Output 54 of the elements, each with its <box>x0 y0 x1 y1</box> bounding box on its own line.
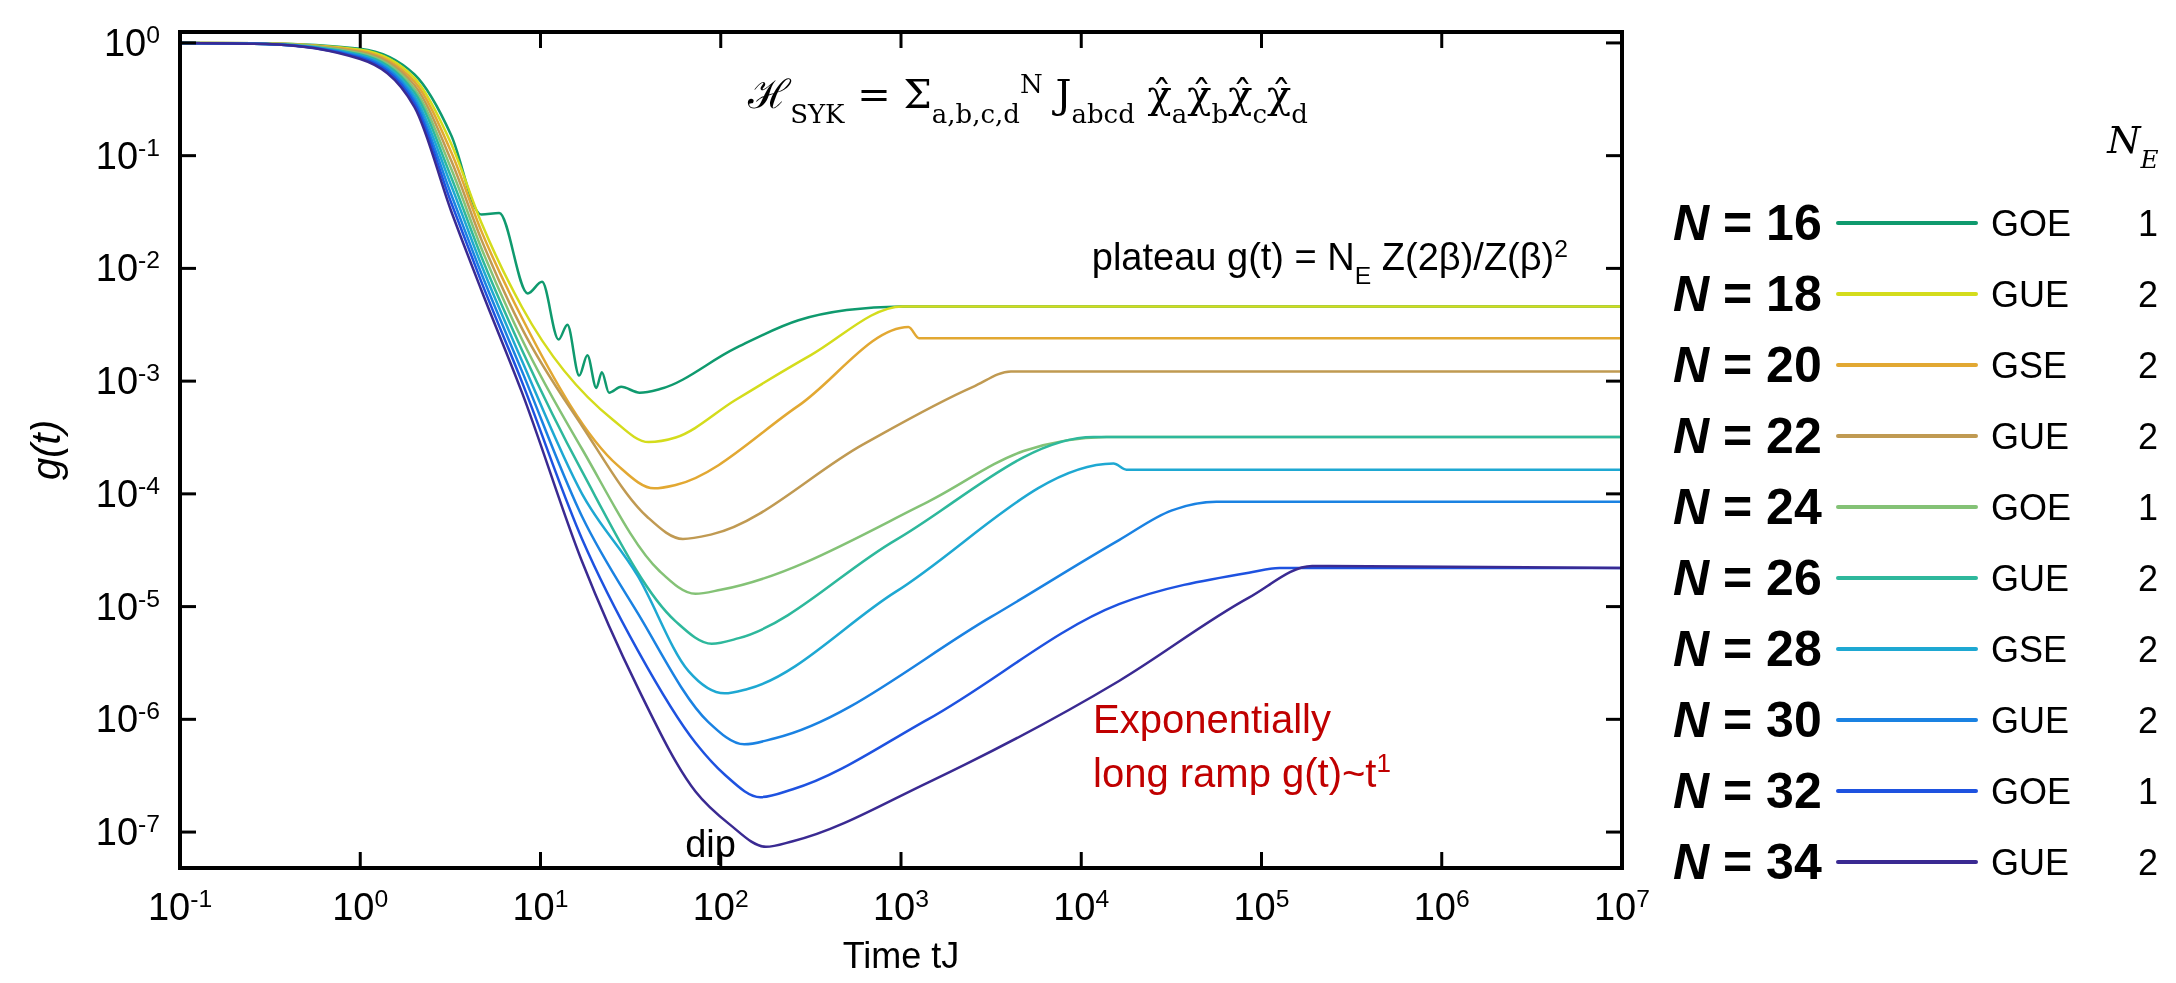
y-tick-label: 10$^{-1}$ <box>95 133 160 177</box>
legend-label: N = 32 <box>1673 763 1822 819</box>
annotation: Exponentially long ramp g(t)~t$^{1}$ <box>1093 697 1391 795</box>
y-tick-label: 10$^{-5}$ <box>95 584 160 628</box>
text: GUE <box>1991 274 2070 315</box>
legend-label: N = 16 <box>1673 195 1822 251</box>
legend-label: N = 26 <box>1673 550 1822 606</box>
text: 2 <box>2137 842 2159 883</box>
legend-label: N = 18 <box>1673 266 1822 322</box>
text: 1 <box>2137 487 2159 528</box>
y-axis-title: g(t) <box>24 420 68 480</box>
text: 2 <box>2137 416 2159 457</box>
annotation: dip <box>685 822 736 865</box>
text: 2 <box>2137 558 2159 599</box>
x-tick-label: 10$^{4}$ <box>1053 884 1110 928</box>
text: 2 <box>2137 274 2159 315</box>
text: GSE <box>1991 629 2068 670</box>
legend-label: N = 30 <box>1673 692 1822 748</box>
y-tick-label: 10$^{-6}$ <box>95 696 160 741</box>
legend-label: N = 22 <box>1673 408 1822 464</box>
x-tick-label: 10$^{0}$ <box>332 884 389 928</box>
x-tick-label: 10$^{-1}$ <box>147 884 213 928</box>
x-tick-label: 10$^{7}$ <box>1593 884 1651 928</box>
y-tick-label: 10$^{0}$ <box>103 20 160 64</box>
text: 2 <box>2137 345 2159 386</box>
text: GUE <box>1991 700 2070 741</box>
text: GOE <box>1991 203 2072 244</box>
x-tick-label: 10$^{5}$ <box>1233 884 1290 928</box>
text: GOE <box>1991 487 2072 528</box>
legend-label: N = 28 <box>1673 621 1822 677</box>
x-axis-title: Time tJ <box>842 935 960 976</box>
text: 1 <box>2137 203 2159 244</box>
text: 2 <box>2137 629 2159 670</box>
y-tick-label: 10$^{-7}$ <box>95 809 160 854</box>
x-tick-label: 10$^{2}$ <box>692 884 749 928</box>
legend-title: N$_{E}$ <box>2106 118 2159 174</box>
y-tick-label: 10$^{-4}$ <box>95 471 160 515</box>
text: GUE <box>1991 416 2070 457</box>
x-tick-label: 10$^{3}$ <box>872 884 930 928</box>
text: 1 <box>2137 771 2159 812</box>
text: GUE <box>1991 842 2070 883</box>
text: GUE <box>1991 558 2070 599</box>
y-tick-label: 10$^{-2}$ <box>95 245 160 290</box>
x-tick-label: 10$^{1}$ <box>512 884 569 928</box>
text: GOE <box>1991 771 2072 812</box>
legend-label: N = 24 <box>1673 479 1822 535</box>
legend-label: N = 20 <box>1673 337 1822 393</box>
x-tick-label: 10$^{6}$ <box>1413 884 1470 928</box>
text: ℋ$_{SYK}$ = Σ$_{a,b,c,d}$$^{N}$ J$_{abcd}$ χ̂$_{a}$χ̂$_{b}$χ̂$_{c}$χ̂$_{d}$ <box>748 69 1308 129</box>
text: 2 <box>2137 700 2159 741</box>
y-tick-label: 10$^{-3}$ <box>95 358 160 403</box>
text: GSE <box>1991 345 2068 386</box>
annotation: plateau g(t) = N$_{E}$ Z(2β)/Z(β)$^{2}$ <box>1091 234 1568 289</box>
legend-label: N = 34 <box>1673 834 1822 890</box>
